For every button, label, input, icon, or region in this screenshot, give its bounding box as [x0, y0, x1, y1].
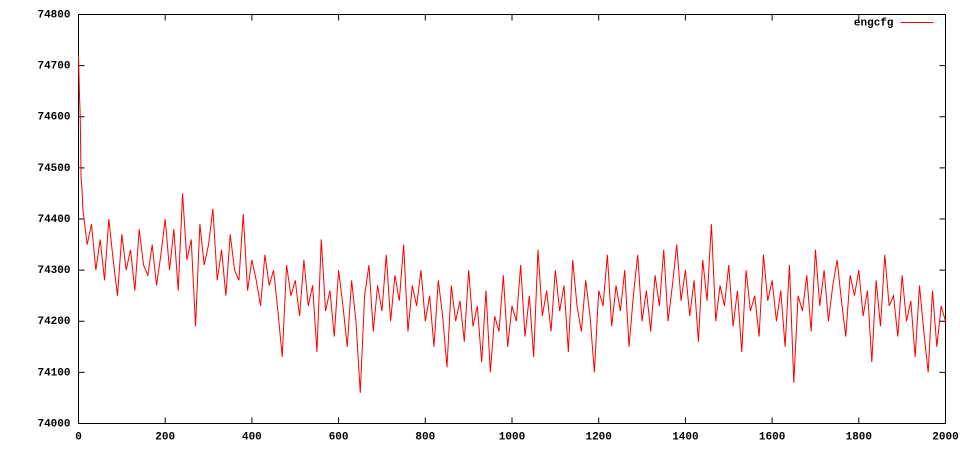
- x-tick-label: 0: [75, 431, 82, 443]
- x-tick-label: 1400: [672, 431, 698, 443]
- y-tick-label: 74000: [37, 418, 70, 430]
- y-tick-label: 74100: [37, 367, 70, 379]
- x-tick-label: 800: [415, 431, 435, 443]
- x-tick-label: 1600: [759, 431, 785, 443]
- y-tick-label: 74800: [37, 9, 70, 21]
- series-line: [78, 55, 946, 393]
- y-tick-label: 74700: [37, 61, 70, 73]
- x-tick-label: 200: [155, 431, 175, 443]
- y-tick-label: 74600: [37, 112, 70, 124]
- x-tick-label: 400: [242, 431, 262, 443]
- y-tick-label: 74500: [37, 163, 70, 175]
- x-tick-label: 1000: [499, 431, 525, 443]
- x-tick-label: 1200: [585, 431, 611, 443]
- x-tick-label: 1800: [846, 431, 872, 443]
- y-tick-label: 74300: [37, 265, 70, 277]
- legend-label: engcfg: [854, 17, 894, 29]
- y-tick-label: 74200: [37, 316, 70, 328]
- x-tick-label: 600: [329, 431, 349, 443]
- y-tick-label: 74400: [37, 214, 70, 226]
- x-tick-label: 2000: [932, 431, 958, 443]
- plot-frame: [78, 14, 946, 424]
